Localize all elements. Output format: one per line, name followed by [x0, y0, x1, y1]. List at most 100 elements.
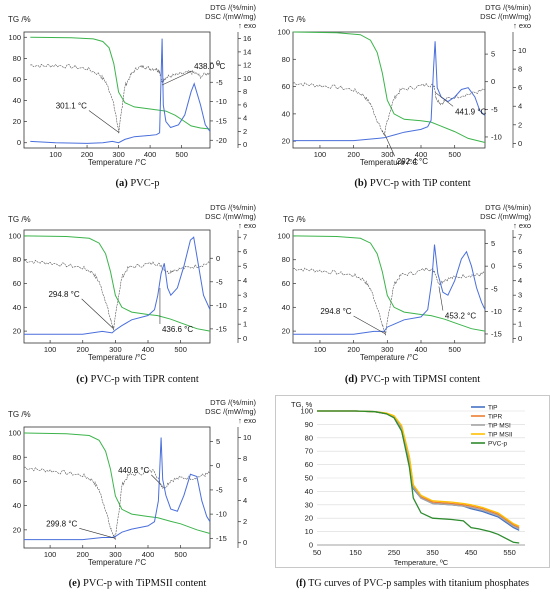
- dsc-tick-label: 12: [243, 61, 251, 70]
- dtg-tick-label: -15: [216, 534, 227, 543]
- dsc-tick-label: 14: [243, 47, 251, 56]
- dsc-tick-label: 6: [518, 83, 522, 92]
- tg-tick-label: 100: [8, 33, 21, 42]
- x-tick-label: 400: [415, 345, 428, 354]
- x-tick-label: 500: [448, 150, 461, 159]
- x-tick-label: 400: [144, 150, 157, 159]
- tg-tick-label: 100: [277, 28, 290, 37]
- annotation-leader: [438, 286, 444, 311]
- annotation-label: 453.2 °C: [445, 312, 476, 321]
- tg-tick-label: 20: [13, 327, 21, 336]
- dtg-tick-label: 0: [491, 77, 495, 86]
- tg-tick-label: 20: [282, 327, 290, 336]
- tg-tick-label: 40: [282, 303, 290, 312]
- y-tick-label: 100: [300, 407, 313, 416]
- legend-label: TiPR: [488, 414, 503, 421]
- dsc-tick-label: 8: [518, 65, 522, 74]
- y-tick-label: 40: [305, 487, 313, 496]
- annotation-label: 440.8 °C: [118, 466, 149, 475]
- dsc-tick-label: 0: [518, 334, 522, 343]
- dsc-tick-label: 1: [518, 320, 522, 329]
- dtg-axis-label: DTG /(%/min): [485, 203, 531, 212]
- x-tick-label: 100: [44, 550, 57, 559]
- tg-tick-label: 80: [13, 255, 21, 264]
- x-tick-label: 300: [109, 550, 122, 559]
- y-tick-label: 20: [305, 514, 313, 523]
- dtg-axis-label: DTG /(%/min): [210, 203, 256, 212]
- exo-label: ↑ exo: [513, 21, 531, 30]
- dsc-tick-label: 5: [243, 262, 247, 271]
- x-tick-label: 100: [44, 345, 57, 354]
- caption-text: PVC-p with TiPR content: [87, 374, 199, 385]
- x-tick-label: 200: [76, 550, 89, 559]
- annotation-label: 441.9 °C: [455, 107, 486, 116]
- annotation-leader: [88, 110, 120, 133]
- dsc-tick-label: 1: [243, 320, 247, 329]
- dsc-tick-label: 8: [243, 87, 247, 96]
- dsc-curve: [30, 38, 211, 144]
- dsc-tick-label: 3: [518, 291, 522, 300]
- dsc-tick-label: 4: [518, 276, 522, 285]
- annotation-label: 292.4 °C: [397, 157, 428, 166]
- dtg-tick-label: 5: [491, 239, 495, 248]
- dtg-tick-label: 5: [216, 437, 220, 446]
- y-tick-label: 90: [305, 420, 313, 429]
- tg-curve: [30, 36, 211, 130]
- dsc-tick-label: 10: [243, 74, 251, 83]
- tg-tick-label: 40: [13, 501, 21, 510]
- x-tick-label: 300: [381, 345, 394, 354]
- panel-b: 100 200 300 400 500 Temperature /°C 20 40 60 80 10…: [275, 0, 550, 200]
- x-tick-label: 250: [388, 548, 401, 557]
- caption-e: (e) PVC-p with TiPMSII content: [0, 578, 275, 589]
- dtg-curve: [292, 82, 486, 136]
- y-tick-label: 80: [305, 433, 313, 442]
- x-axis-label: Temperature /°C: [88, 158, 147, 167]
- x-tick-label: 300: [112, 150, 125, 159]
- tg-axis-label: TG /%: [283, 15, 306, 24]
- caption-text: PVC-p with TiPMSI content: [357, 374, 481, 385]
- x-tick-label: 500: [448, 345, 461, 354]
- tg-tick-label: 20: [13, 525, 21, 534]
- tg-curve: [292, 31, 486, 143]
- dtg-tick-label: -10: [216, 97, 227, 106]
- tg-tick-label: 80: [13, 54, 21, 63]
- dtg-axis-label: DTG /(%/min): [210, 3, 256, 12]
- y-tick-label: 10: [305, 527, 313, 536]
- dtg-tick-label: -10: [216, 301, 227, 310]
- dtg-tick-label: -20: [216, 136, 227, 145]
- panel-f: 0 10 20 30 40 50 60 70 80 90 100 50 150 250 350 450 550 T…: [275, 395, 550, 600]
- dsc-tick-label: 4: [243, 114, 247, 123]
- annotation-leader: [434, 92, 454, 107]
- dsc-axis-label: DSC /(mW/mg): [480, 212, 531, 221]
- dsc-axis-label: DSC /(mW/mg): [205, 212, 256, 221]
- y-axis-label: TG, %: [291, 400, 313, 409]
- dsc-tick-label: 10: [518, 46, 526, 55]
- tg-tick-label: 60: [13, 477, 21, 486]
- dsc-tick-label: 8: [243, 454, 247, 463]
- tg-tick-label: 40: [282, 109, 290, 118]
- tg-curve: [292, 235, 486, 332]
- tg-tick-label: 80: [282, 55, 290, 64]
- y-tick-label: 60: [305, 460, 313, 469]
- caption-letter: (f): [295, 578, 306, 589]
- dtg-axis-label: DTG /(%/min): [210, 398, 256, 407]
- x-tick-label: 350: [426, 548, 439, 557]
- dsc-tick-label: 4: [243, 276, 247, 285]
- dsc-tick-label: 4: [243, 496, 247, 505]
- x-tick-label: 50: [313, 548, 321, 557]
- x-tick-label: 100: [314, 345, 327, 354]
- dtg-axis-label: DTG /(%/min): [485, 3, 531, 12]
- dtg-curve: [292, 267, 486, 336]
- dsc-tick-label: 6: [243, 475, 247, 484]
- dsc-curve: [24, 437, 211, 541]
- dtg-curve: [24, 466, 211, 540]
- chart-f: 0 10 20 30 40 50 60 70 80 90 100 50 150 250 350 450 550 T…: [275, 395, 550, 568]
- x-tick-label: 500: [175, 150, 188, 159]
- x-axis-label: Temperature, ºC: [394, 558, 449, 567]
- plot-frame: [23, 31, 211, 149]
- dtg-tick-label: 0: [491, 262, 495, 271]
